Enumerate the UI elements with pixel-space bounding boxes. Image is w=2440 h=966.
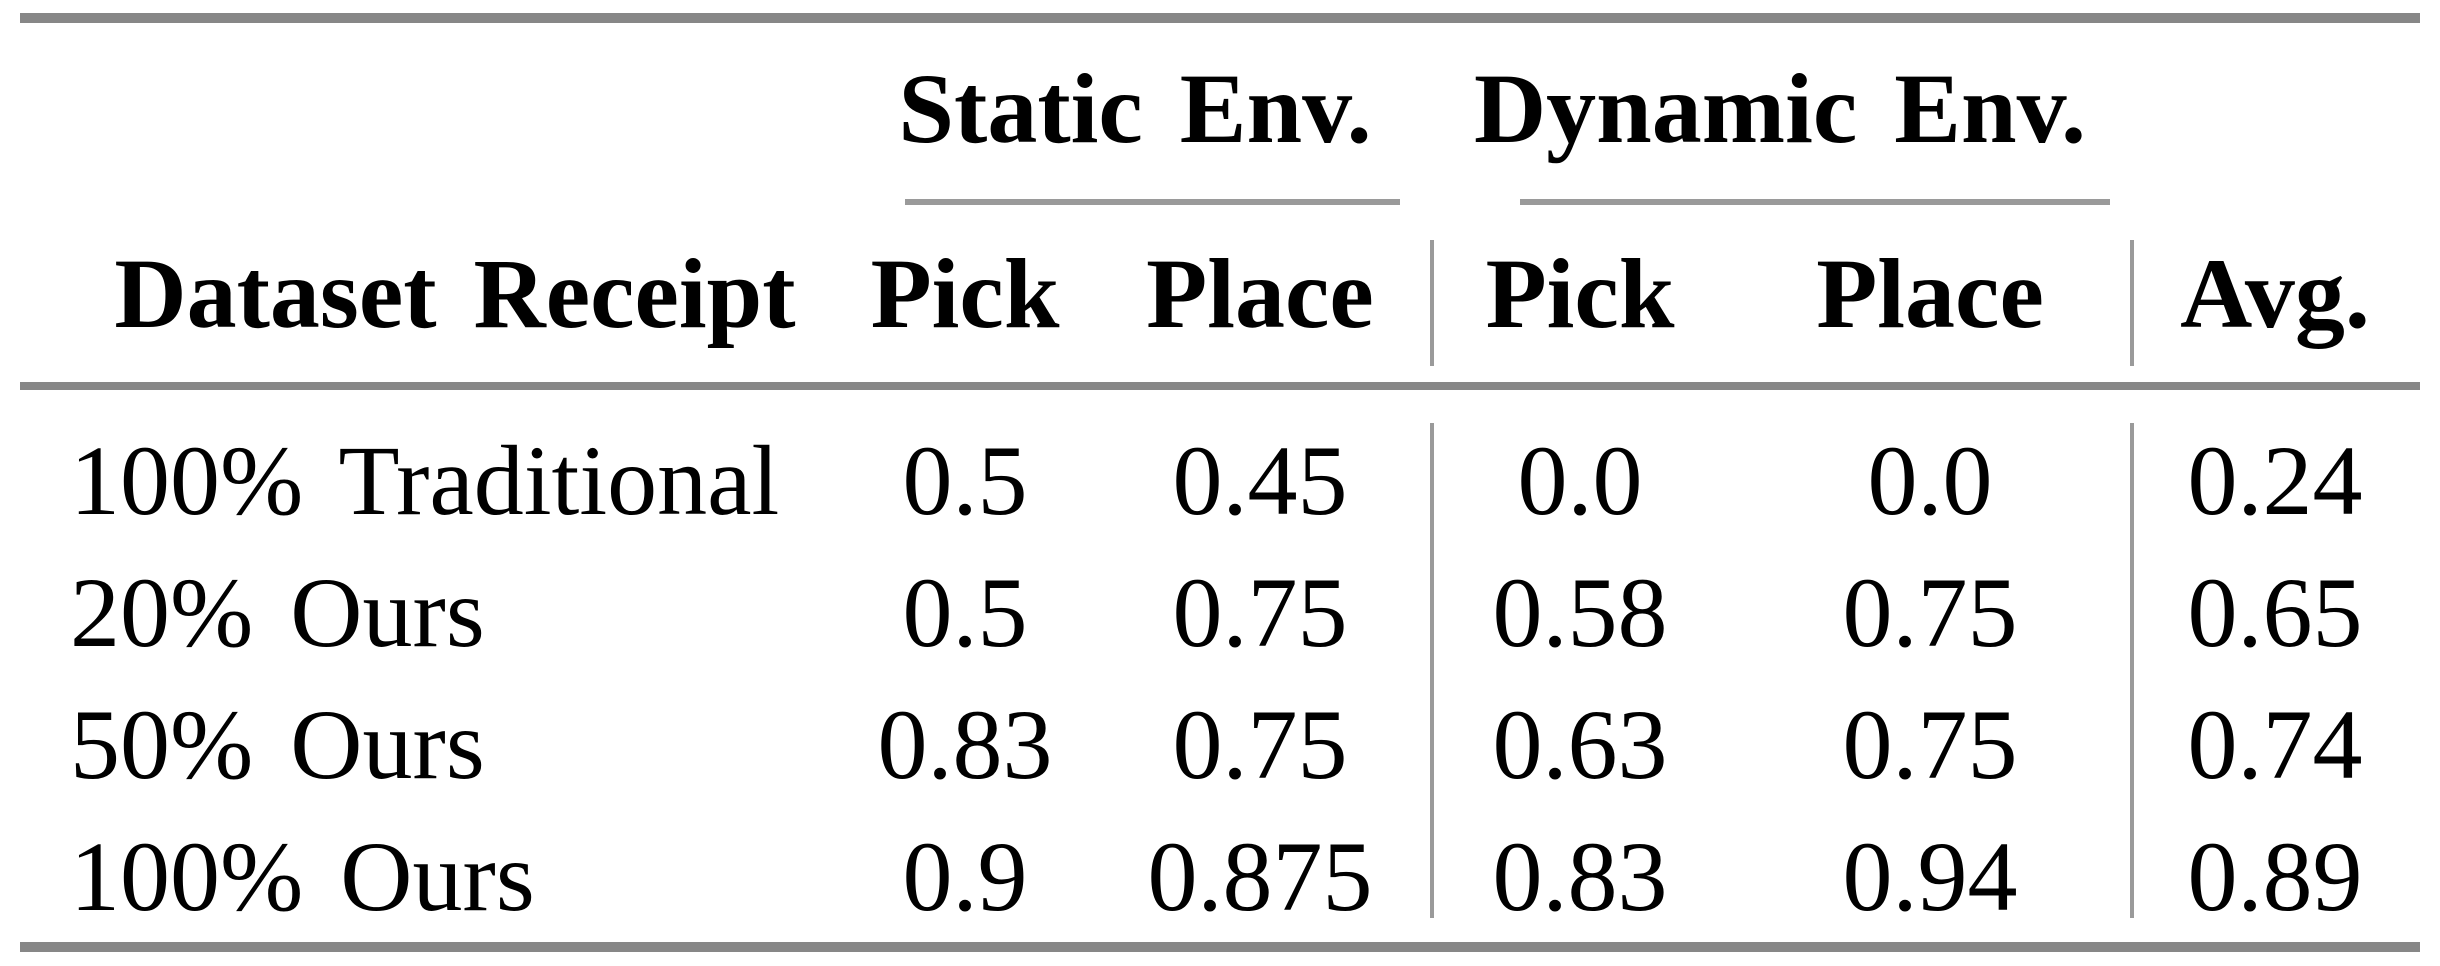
dynamic-env-underline-rule: [1520, 199, 2111, 205]
cell-static-pick: 0.5: [902, 556, 1028, 668]
column-header-dataset-receipt: Dataset Receipt: [114, 238, 796, 349]
cell-avg: 0.65: [2187, 556, 2363, 668]
vertical-separator-avg-header: [2130, 240, 2134, 366]
column-header-static-place: Place: [1146, 238, 1374, 349]
column-header-avg: Avg.: [2180, 238, 2370, 349]
table-mid-rule: [20, 382, 2420, 390]
group-header-dynamic: Dynamic Env.: [1430, 23, 2130, 205]
table-top-rule: [20, 13, 2420, 23]
table-row: 100% Traditional 0.5 0.45 0.0 0.0 0.24: [20, 414, 2420, 546]
group-label-static-env: Static Env.: [898, 53, 1372, 164]
results-table-grid: Static Env. Dynamic Env. Dataset Receipt…: [20, 23, 2420, 942]
row-label: 100% Traditional: [70, 424, 780, 536]
column-header-dynamic-place: Place: [1816, 238, 2044, 349]
vertical-separator-static-dynamic-header: [1430, 240, 1434, 366]
table-bottom-rule: [20, 942, 2420, 952]
vertical-separator-static-dynamic-body: [1430, 423, 1434, 918]
cell-static-place: 0.45: [1172, 424, 1348, 536]
cell-dynamic-pick: 0.0: [1517, 424, 1643, 536]
group-header-spacer-left: [20, 23, 840, 205]
row-label: 50% Ours: [70, 688, 485, 800]
cell-avg: 0.24: [2187, 424, 2363, 536]
group-label-dynamic-env: Dynamic Env.: [1473, 53, 2087, 164]
table-row: 50% Ours 0.83 0.75 0.63 0.75 0.74: [20, 678, 2420, 810]
cell-dynamic-pick: 0.58: [1492, 556, 1668, 668]
results-table: Static Env. Dynamic Env. Dataset Receipt…: [20, 0, 2420, 952]
cell-avg: 0.89: [2187, 820, 2363, 932]
column-header-row: Dataset Receipt Pick Place Pick Place Av…: [20, 205, 2420, 382]
static-env-underline-rule: [905, 199, 1400, 205]
cell-dynamic-place: 0.94: [1842, 820, 2018, 932]
cell-static-pick: 0.9: [902, 820, 1028, 932]
cell-static-pick: 0.83: [877, 688, 1053, 800]
column-header-dynamic-pick: Pick: [1485, 238, 1675, 349]
cell-static-place: 0.75: [1172, 688, 1348, 800]
cell-static-place: 0.75: [1172, 556, 1348, 668]
cell-dynamic-place: 0.0: [1867, 424, 1993, 536]
body-top-spacer-row: [20, 390, 2420, 414]
header-body-rule-row: [20, 382, 2420, 390]
cell-dynamic-place: 0.75: [1842, 688, 2018, 800]
group-header-spacer-right: [2130, 23, 2420, 205]
vertical-separator-avg-body: [2130, 423, 2134, 918]
table-row: 20% Ours 0.5 0.75 0.58 0.75 0.65: [20, 546, 2420, 678]
cell-static-place: 0.875: [1147, 820, 1373, 932]
cell-dynamic-pick: 0.83: [1492, 820, 1668, 932]
group-header-row: Static Env. Dynamic Env.: [20, 23, 2420, 205]
cell-dynamic-pick: 0.63: [1492, 688, 1668, 800]
cell-static-pick: 0.5: [902, 424, 1028, 536]
column-header-static-pick: Pick: [870, 238, 1060, 349]
table-row: 100% Ours 0.9 0.875 0.83 0.94 0.89: [20, 810, 2420, 942]
cell-dynamic-place: 0.75: [1842, 556, 2018, 668]
row-label: 20% Ours: [70, 556, 485, 668]
cell-avg: 0.74: [2187, 688, 2363, 800]
group-header-static: Static Env.: [840, 23, 1430, 205]
row-label: 100% Ours: [70, 820, 535, 932]
